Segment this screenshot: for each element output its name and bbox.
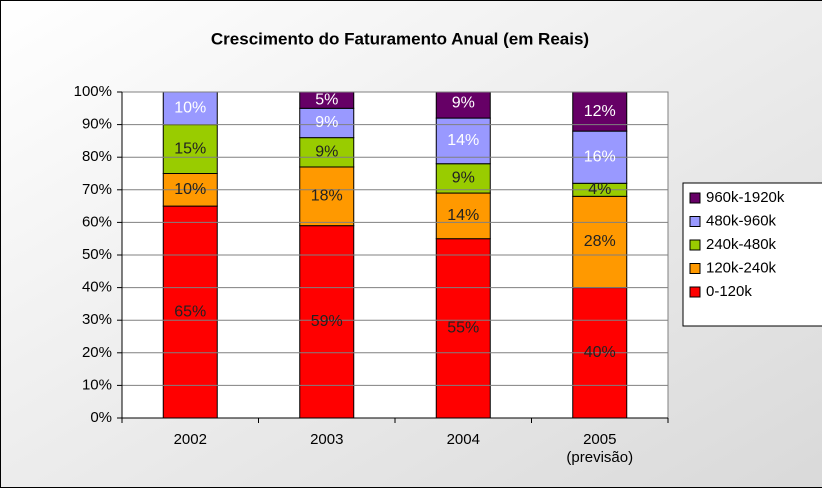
plot [162, 92, 628, 418]
y-tick-label: 60% [82, 213, 112, 230]
y-tick-label: 30% [82, 311, 112, 328]
y-tick-label: 40% [82, 279, 112, 296]
legend-label: 960k-1920k [706, 189, 785, 206]
bar-segment [299, 166, 355, 227]
data-label: 10% [174, 181, 206, 198]
legend-label: 0-120k [706, 283, 752, 300]
legend-swatch [689, 192, 701, 204]
data-label: 9% [315, 144, 338, 161]
bar-segment [435, 192, 491, 240]
y-tick-label: 20% [82, 344, 112, 361]
data-label: 4% [588, 181, 611, 198]
bar-segment [162, 124, 218, 174]
legend-box [682, 182, 822, 327]
x-tick-label: 2005 (previsão) [566, 431, 633, 466]
y-tick-label: 10% [82, 376, 112, 393]
data-label: 59% [311, 313, 343, 330]
data-label: 16% [584, 148, 616, 165]
bar-segment [572, 195, 628, 289]
y-tick-label: 50% [82, 246, 112, 263]
legend-label: 480k-960k [706, 212, 777, 229]
x-tick-label: 2003 [310, 431, 343, 448]
legend-label: 120k-240k [706, 259, 777, 276]
data-label: 9% [315, 114, 338, 131]
bar-segment [162, 205, 218, 418]
legend-swatch [689, 286, 701, 298]
data-label: 65% [174, 303, 206, 320]
data-label: 28% [584, 233, 616, 250]
bar-segment [435, 117, 491, 165]
data-label: 14% [447, 207, 479, 224]
chart-title: Crescimento do Faturamento Anual (em Rea… [211, 29, 589, 48]
y-tick-label: 0% [90, 409, 112, 426]
y-tick-label: 70% [82, 181, 112, 198]
legend-swatch [689, 263, 701, 274]
data-label: 55% [447, 320, 479, 337]
bar-segment [435, 92, 491, 119]
bar-segment [299, 107, 355, 139]
legend-label: 240k-480k [706, 236, 777, 253]
y-tick-label: 90% [82, 116, 112, 133]
data-label: 18% [311, 188, 343, 205]
x-tick-label: 2004 [447, 431, 480, 448]
bar-segment [435, 238, 491, 418]
y-tick-label: 80% [82, 148, 112, 165]
data-label: 5% [315, 91, 338, 108]
data-label: 9% [452, 170, 475, 187]
data-label: 15% [174, 140, 206, 157]
data-label: 10% [174, 100, 206, 117]
bar-segment [435, 163, 491, 194]
legend-swatch [689, 216, 701, 227]
data-label: 40% [584, 344, 616, 361]
x-tick-label: 2002 [174, 431, 207, 448]
bar-segment [299, 92, 355, 109]
data-label: 9% [452, 95, 475, 112]
data-label: 14% [447, 132, 479, 149]
data-label: 12% [584, 103, 616, 120]
legend-swatch [689, 239, 701, 251]
y-tick-label: 100% [74, 83, 112, 100]
bar-segment [299, 137, 355, 168]
